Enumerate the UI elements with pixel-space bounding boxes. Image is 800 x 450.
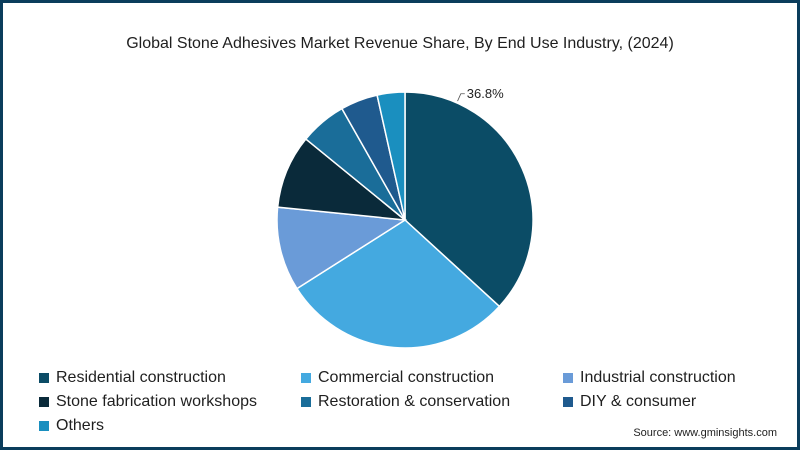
legend-label: Industrial construction bbox=[580, 369, 736, 386]
legend-label: Others bbox=[56, 417, 105, 434]
legend-item: Restoration & conservation bbox=[301, 391, 563, 413]
legend-swatch bbox=[39, 373, 49, 383]
pie-slice-industrial-construction bbox=[276, 206, 408, 290]
legend-item: Others bbox=[39, 415, 301, 437]
data-label-leader bbox=[457, 93, 465, 102]
source-note: Source: www.gminsights.com bbox=[633, 427, 777, 439]
chart-title: Global Stone Adhesives Market Revenue Sh… bbox=[126, 35, 674, 52]
legend-label: Residential construction bbox=[56, 369, 226, 386]
pie-slice-commercial-construction bbox=[295, 219, 501, 349]
legend-swatch bbox=[301, 373, 311, 383]
legend-swatch bbox=[39, 421, 49, 431]
legend-label: Stone fabrication workshops bbox=[56, 393, 257, 410]
legend-label: Restoration & conservation bbox=[318, 393, 511, 410]
legend-item: Industrial construction bbox=[563, 367, 779, 389]
legend-label: DIY & consumer bbox=[580, 393, 697, 410]
legend-item: DIY & consumer bbox=[563, 391, 779, 413]
pie-chart: 36.8% bbox=[276, 86, 534, 349]
legend-swatch bbox=[301, 397, 311, 407]
legend-label: Commercial construction bbox=[318, 369, 495, 386]
legend-swatch bbox=[39, 397, 49, 407]
legend-item: Residential construction bbox=[39, 367, 301, 389]
legend-swatch bbox=[563, 373, 573, 383]
pie-slice-others bbox=[376, 91, 406, 221]
legend-item: Stone fabrication workshops bbox=[39, 391, 301, 413]
legend-item: Commercial construction bbox=[301, 367, 563, 389]
legend-swatch bbox=[563, 397, 573, 407]
chart-legend: Residential construction Commercial const… bbox=[39, 367, 779, 437]
data-label: 36.8% bbox=[467, 86, 504, 101]
pie-slice-residential-construction bbox=[404, 91, 534, 308]
